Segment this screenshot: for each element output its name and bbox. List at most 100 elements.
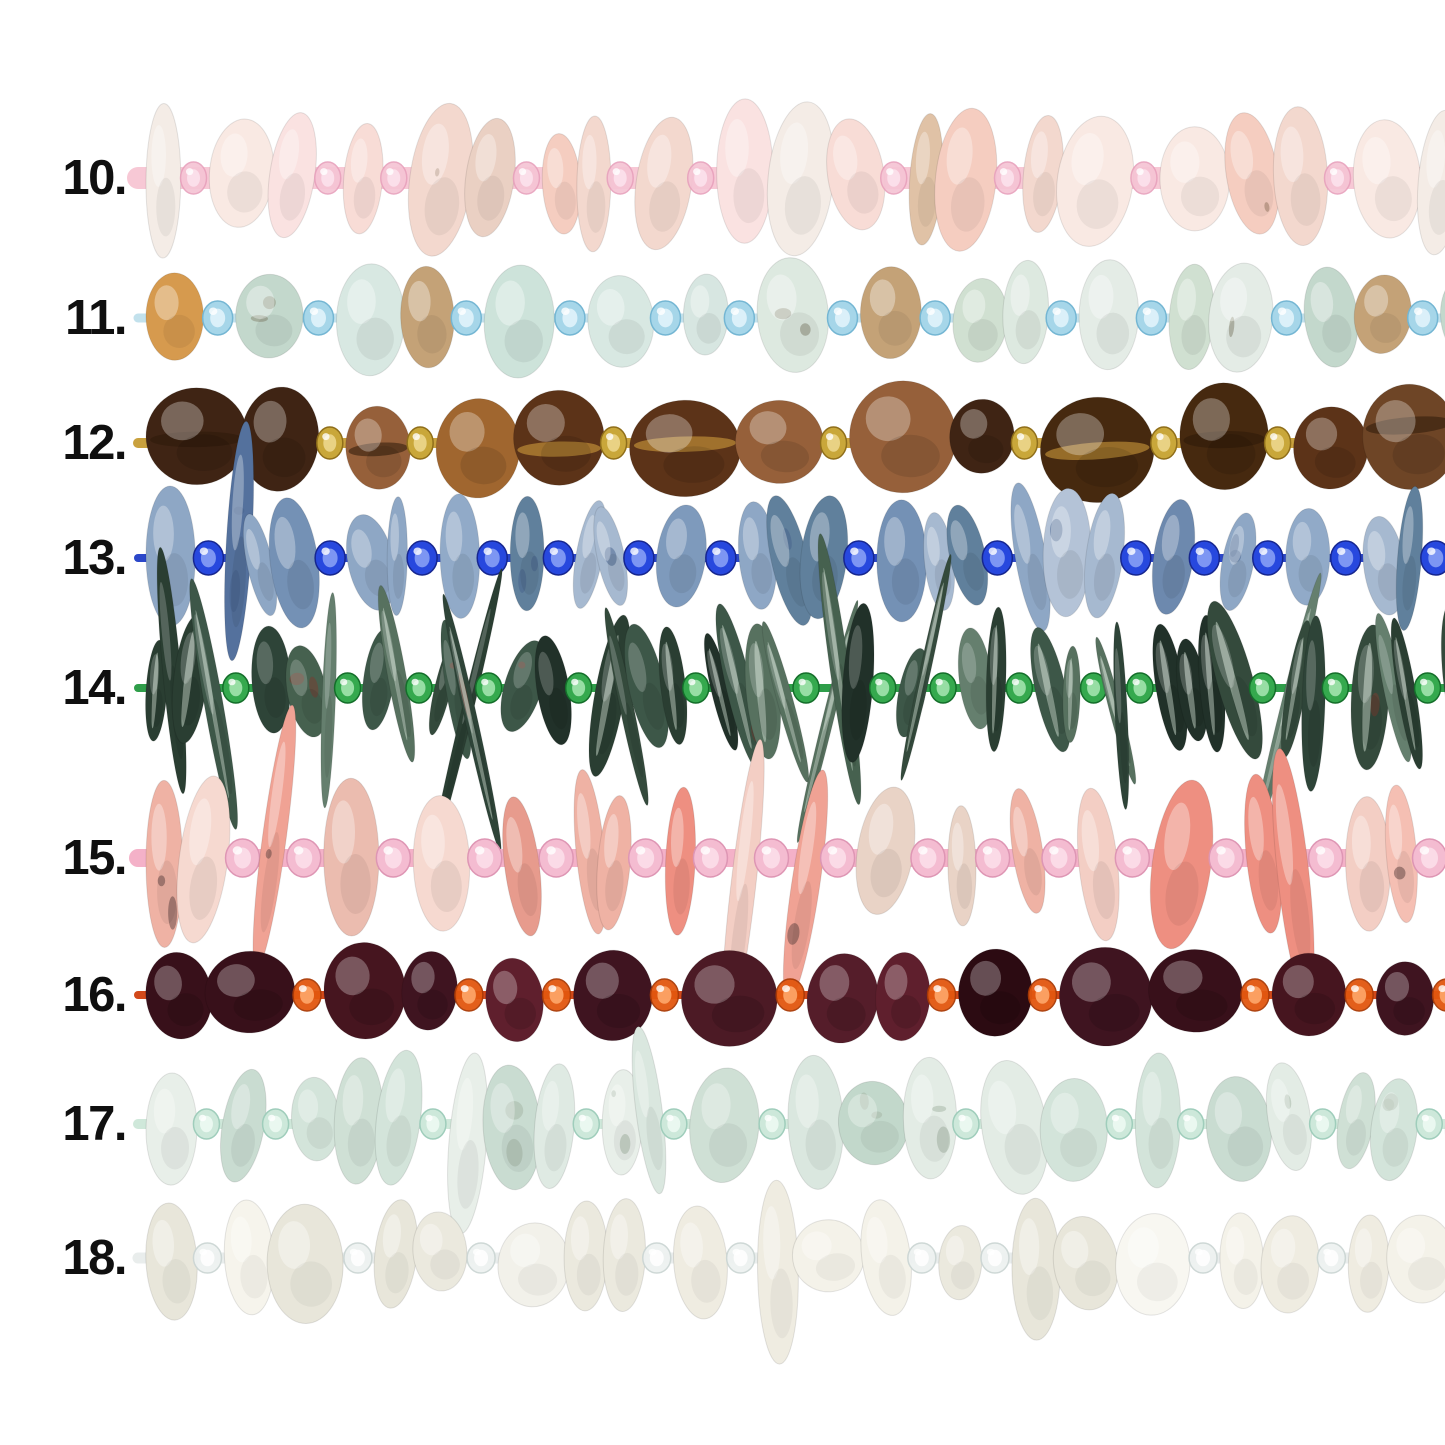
stone-bead bbox=[485, 957, 544, 1043]
strand-label-14: 14. bbox=[62, 661, 127, 715]
spacer-seed-bead bbox=[993, 161, 1022, 195]
stone-bead bbox=[1265, 1062, 1313, 1171]
stone-bead bbox=[145, 639, 168, 742]
stone-bead bbox=[400, 265, 455, 369]
stone-bead bbox=[1271, 748, 1315, 1001]
spacer-seed-bead bbox=[406, 426, 434, 460]
stone-bead bbox=[412, 1211, 468, 1292]
stone-bead bbox=[958, 948, 1033, 1037]
stone-bead bbox=[791, 1219, 865, 1293]
spacer-seed-bead bbox=[1120, 540, 1152, 576]
spacer-seed-bead bbox=[192, 540, 225, 576]
strand-label-12: 12. bbox=[62, 416, 127, 470]
spacer-seed-bead bbox=[952, 1108, 980, 1140]
stone-bead bbox=[242, 513, 278, 617]
spacer-seed-bead bbox=[1079, 672, 1108, 704]
spacer-seed-bead bbox=[1248, 672, 1277, 704]
stone-bead bbox=[949, 398, 1015, 474]
spacer-seed-bead bbox=[222, 672, 250, 704]
stone-bead bbox=[235, 273, 304, 359]
strand-label-16: 16. bbox=[62, 968, 127, 1022]
stone-bead bbox=[957, 627, 994, 730]
stone-bead bbox=[204, 950, 296, 1034]
stone-bead bbox=[223, 1199, 275, 1316]
spacer-seed-bead bbox=[1415, 1108, 1443, 1140]
stone-bead bbox=[734, 399, 824, 484]
stone-bead bbox=[497, 1222, 570, 1308]
bead-strand-16 bbox=[134, 942, 1445, 1047]
stone-bead bbox=[573, 949, 653, 1042]
stone-bead bbox=[1011, 1197, 1061, 1341]
bead-strand-10 bbox=[127, 98, 1445, 259]
stone-bead bbox=[1078, 259, 1140, 371]
spacer-seed-bead bbox=[758, 1108, 786, 1140]
stone-bead bbox=[145, 485, 196, 627]
spacer-seed-bead bbox=[1114, 838, 1151, 878]
spacer-seed-bead bbox=[192, 1242, 223, 1274]
stone-bead bbox=[1076, 787, 1120, 942]
spacer-seed-bead bbox=[1270, 300, 1303, 336]
strand-label-18: 18. bbox=[62, 1231, 127, 1285]
stone-bead bbox=[985, 606, 1007, 753]
stone-bead bbox=[1219, 1212, 1265, 1310]
stone-bead bbox=[1303, 266, 1359, 368]
stone-bead bbox=[716, 98, 774, 244]
spacer-seed-bead bbox=[476, 540, 508, 576]
spacer-seed-bead bbox=[1045, 300, 1077, 336]
spacer-seed-bead bbox=[649, 978, 680, 1012]
stone-bead bbox=[145, 387, 248, 486]
stone-bead bbox=[447, 1052, 489, 1235]
strand-label-11: 11. bbox=[65, 291, 127, 345]
spacer-seed-bead bbox=[929, 672, 957, 704]
spacer-seed-bead bbox=[302, 300, 335, 336]
spacer-seed-bead bbox=[316, 426, 344, 460]
spacer-seed-bead bbox=[1150, 426, 1178, 460]
spacer-seed-bead bbox=[538, 838, 574, 878]
spacer-seed-bead bbox=[649, 300, 682, 336]
spacer-seed-bead bbox=[879, 161, 908, 195]
stone-bead bbox=[1301, 615, 1326, 792]
stone-bead bbox=[533, 1063, 576, 1190]
stone-bead bbox=[345, 405, 411, 490]
stone-bead bbox=[849, 380, 957, 494]
spacer-seed-bead bbox=[819, 838, 856, 878]
stone-bead bbox=[320, 592, 337, 809]
spacer-seed-bead bbox=[405, 672, 433, 704]
stone-bead bbox=[1345, 796, 1391, 932]
spacer-seed-bead bbox=[1413, 672, 1442, 704]
stone-bead bbox=[1134, 1052, 1181, 1189]
stone-bead bbox=[658, 626, 688, 745]
spacer-seed-bead bbox=[792, 672, 820, 704]
stone-bead bbox=[602, 1198, 646, 1312]
spacer-seed-bead bbox=[419, 1108, 447, 1140]
stone-bead bbox=[682, 273, 729, 356]
spacer-seed-bead bbox=[261, 1108, 290, 1140]
spacer-seed-bead bbox=[343, 1242, 373, 1274]
stone-bead bbox=[502, 796, 542, 937]
stone-bead bbox=[952, 278, 1008, 363]
stone-bead bbox=[1009, 788, 1046, 914]
stone-bead bbox=[757, 1179, 799, 1365]
spacer-seed-bead bbox=[606, 161, 634, 195]
spacer-seed-bead bbox=[1406, 300, 1439, 336]
stone-bead bbox=[1347, 1214, 1390, 1313]
stone-bead bbox=[841, 602, 875, 763]
spacer-seed-bead bbox=[192, 1108, 221, 1140]
stone-bead bbox=[664, 786, 696, 936]
stone-bead bbox=[629, 399, 742, 498]
spacer-seed-bead bbox=[723, 300, 756, 336]
spacer-seed-bead bbox=[564, 672, 593, 704]
stone-bead bbox=[373, 1199, 419, 1309]
spacer-seed-bead bbox=[1188, 1242, 1218, 1274]
spacer-seed-bead bbox=[1240, 978, 1270, 1012]
stone-bead bbox=[1375, 961, 1435, 1036]
spacer-seed-bead bbox=[572, 1108, 601, 1140]
stone-bead bbox=[576, 115, 612, 253]
spacer-seed-bead bbox=[1263, 426, 1292, 460]
spacer-seed-bead bbox=[919, 300, 951, 336]
spacer-seed-bead bbox=[201, 300, 234, 336]
stone-bead bbox=[1010, 482, 1051, 632]
spacer-seed-bead bbox=[380, 161, 408, 195]
stone-bead bbox=[407, 102, 474, 257]
stone-bead bbox=[1384, 784, 1418, 924]
